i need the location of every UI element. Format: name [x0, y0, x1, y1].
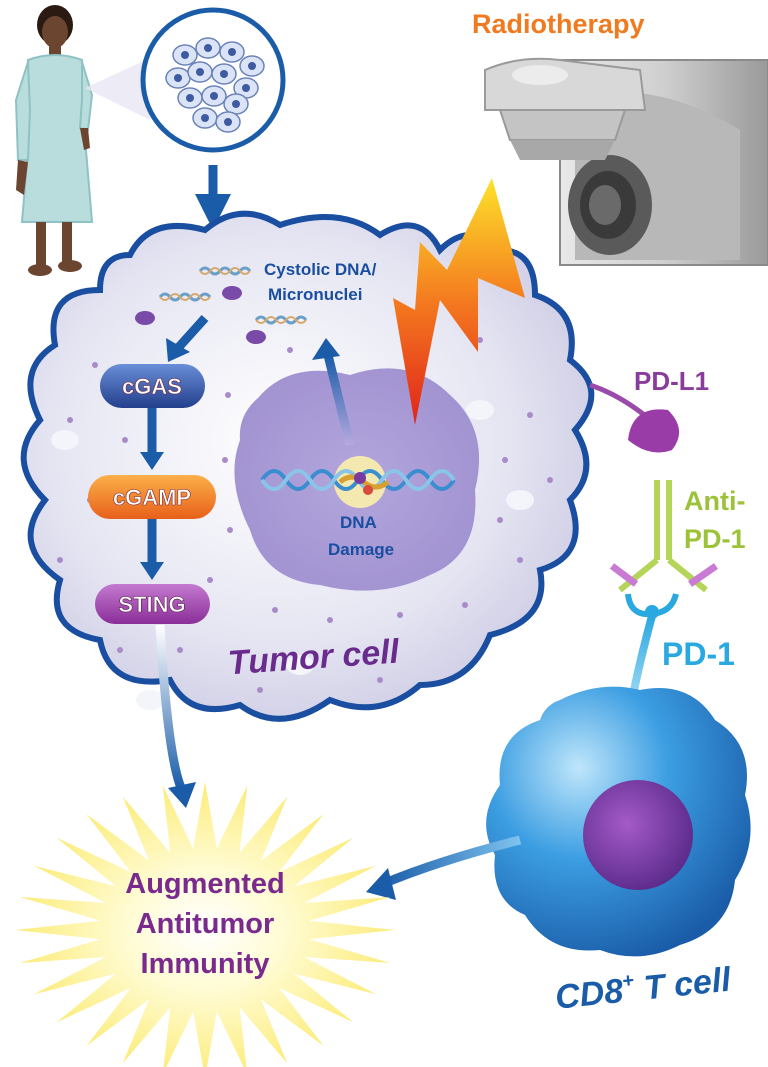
speckle	[527, 412, 533, 418]
speckle	[227, 527, 233, 533]
biopsy-cell-nucleus	[196, 68, 204, 76]
radiotherapy-machine-icon	[484, 57, 768, 266]
cgamp-to-sting-arrowhead	[140, 562, 164, 580]
biopsy-beam	[85, 58, 150, 120]
biopsy-cell-nucleus	[186, 94, 194, 102]
tcell-to-immunity-arrowhead	[366, 868, 396, 900]
sting-to-immunity-arrowhead	[168, 782, 196, 808]
immunity-starburst-icon	[15, 781, 395, 1067]
speckle	[122, 437, 128, 443]
biopsy-cell-nucleus	[204, 44, 212, 52]
biopsy-cell-nucleus	[228, 48, 236, 56]
biopsy-cell-nucleus	[201, 114, 209, 122]
biopsy-cell-nucleus	[174, 74, 182, 82]
speckle	[377, 677, 383, 683]
pd-l1-label: PD-L1	[634, 366, 709, 396]
tumor-biopsy-icon	[140, 7, 286, 153]
speckle	[177, 647, 183, 653]
speckle	[117, 647, 123, 653]
cd8-prefix: CD8	[553, 972, 625, 1017]
cd8-t-cell-nucleus	[583, 780, 693, 890]
tcell-to-immunity-arrow	[378, 835, 522, 890]
biopsy-cell-nucleus	[220, 70, 228, 78]
cd8-suffix: T cell	[633, 960, 734, 1008]
cytosolic-dna-label-line1: Cystolic DNA/	[264, 260, 377, 279]
speckle	[502, 457, 508, 463]
sting-label: STING	[118, 592, 185, 617]
cytosol-to-cgas-arrow	[174, 314, 209, 352]
immunity-label-line2: Antitumor	[136, 908, 275, 940]
micronuclei	[135, 286, 266, 344]
speckle	[327, 617, 333, 623]
cgamp-label: cGAMP	[113, 485, 191, 510]
speckle	[92, 362, 98, 368]
radiotherapy-label: Radiotherapy	[472, 9, 645, 39]
damage-to-cytosol-arrowhead	[312, 338, 340, 360]
biopsy-cell-nucleus	[210, 92, 218, 100]
speckle	[207, 577, 213, 583]
vesicle	[466, 400, 494, 420]
speckle	[547, 477, 553, 483]
cytoplasm-speckles	[51, 327, 553, 710]
cd8-superscript: +	[621, 970, 635, 993]
anti-pd1-antibody-icon	[609, 480, 718, 593]
immunity-label-line3: Immunity	[141, 948, 270, 980]
cgas-to-cgamp-arrowhead	[140, 452, 164, 470]
sting-to-immunity-arrow	[155, 624, 187, 792]
dna-damage-label-line1: DNA	[340, 513, 377, 532]
speckle	[462, 602, 468, 608]
vesicle	[506, 490, 534, 510]
sting-pill	[95, 584, 210, 624]
anti-pd1-label-line2: PD-1	[684, 524, 746, 554]
cgas-label: cGAS	[122, 374, 182, 399]
speckle	[67, 417, 73, 423]
cytosol-to-cgas-arrowhead	[166, 338, 190, 362]
immunity-label-line1: Augmented	[125, 868, 285, 900]
vesicle	[286, 655, 314, 675]
speckle	[225, 392, 231, 398]
cytosolic-dna-fragments	[158, 266, 308, 325]
biopsy-cell-nucleus	[232, 100, 240, 108]
dna-damage-label-line2: Damage	[328, 540, 394, 559]
biopsy-cell-nucleus	[248, 62, 256, 70]
speckle	[257, 687, 263, 693]
speckle	[517, 557, 523, 563]
speckle	[272, 607, 278, 613]
vesicle	[51, 430, 79, 450]
speckle	[477, 337, 483, 343]
radiation-lightning-bolt-icon	[393, 178, 525, 425]
pd-1-label: PD-1	[662, 636, 735, 672]
cgas-pill	[100, 364, 205, 408]
vesicle	[136, 690, 164, 710]
biopsy-cell-nucleus	[224, 118, 232, 126]
speckle	[57, 557, 63, 563]
cytosolic-dna-label-line2: Micronuclei	[268, 285, 362, 304]
patient-figure-icon	[14, 5, 94, 276]
speckle	[497, 517, 503, 523]
cd8-t-cell-label: CD8+ T cell	[553, 959, 734, 1016]
speckle	[397, 612, 403, 618]
speckle	[287, 347, 293, 353]
pd-l1-receptor-icon	[589, 382, 680, 453]
speckle	[222, 457, 228, 463]
anti-pd1-label-line1: Anti-	[684, 486, 745, 516]
biopsy-cell-nucleus	[242, 84, 250, 92]
damage-to-cytosol-arrow	[323, 353, 355, 447]
biopsy-cell-nucleus	[181, 51, 189, 59]
cgamp-pill	[88, 475, 216, 519]
dna-double-helix-icon	[260, 469, 456, 495]
